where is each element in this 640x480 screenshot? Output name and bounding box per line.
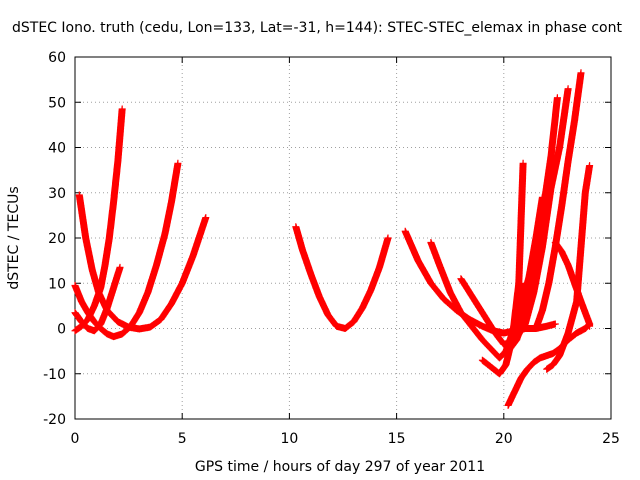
x-tick-label: 0 (71, 431, 80, 447)
series-markers (292, 223, 392, 332)
x-tick-label: 25 (602, 431, 620, 447)
series-arc-3 (71, 105, 126, 335)
x-tick-label: 5 (178, 431, 187, 447)
data-series (71, 69, 594, 409)
y-tick-label: 40 (48, 141, 66, 157)
y-axis-label: dSTEC / TECUs (6, 186, 22, 289)
y-axis-ticks: -20 -10 0 10 20 30 40 50 60 (43, 50, 611, 428)
series-arc-5 (292, 223, 392, 332)
x-axis-ticks: 0 5 10 15 20 25 (71, 57, 620, 447)
series-arc-15 (551, 239, 594, 330)
y-tick-label: 20 (48, 231, 66, 247)
x-axis-label: GPS time / hours of day 297 of year 2011 (195, 459, 485, 475)
series-arc-2 (71, 159, 182, 341)
x-tick-label: 10 (280, 431, 298, 447)
series-arc-12 (513, 85, 572, 342)
series-arc-4 (71, 263, 124, 335)
y-tick-label: 10 (48, 276, 66, 292)
y-tick-label: -20 (43, 412, 66, 428)
x-tick-label: 15 (388, 431, 406, 447)
y-tick-label: 0 (57, 322, 66, 338)
y-tick-label: 50 (48, 95, 66, 111)
y-tick-label: 60 (48, 50, 66, 66)
chart-title: dSTEC Iono. truth (cedu, Lon=133, Lat=-3… (12, 20, 622, 36)
y-tick-label: -10 (43, 367, 66, 383)
x-tick-label: 20 (495, 431, 513, 447)
y-tick-label: 30 (48, 186, 66, 202)
